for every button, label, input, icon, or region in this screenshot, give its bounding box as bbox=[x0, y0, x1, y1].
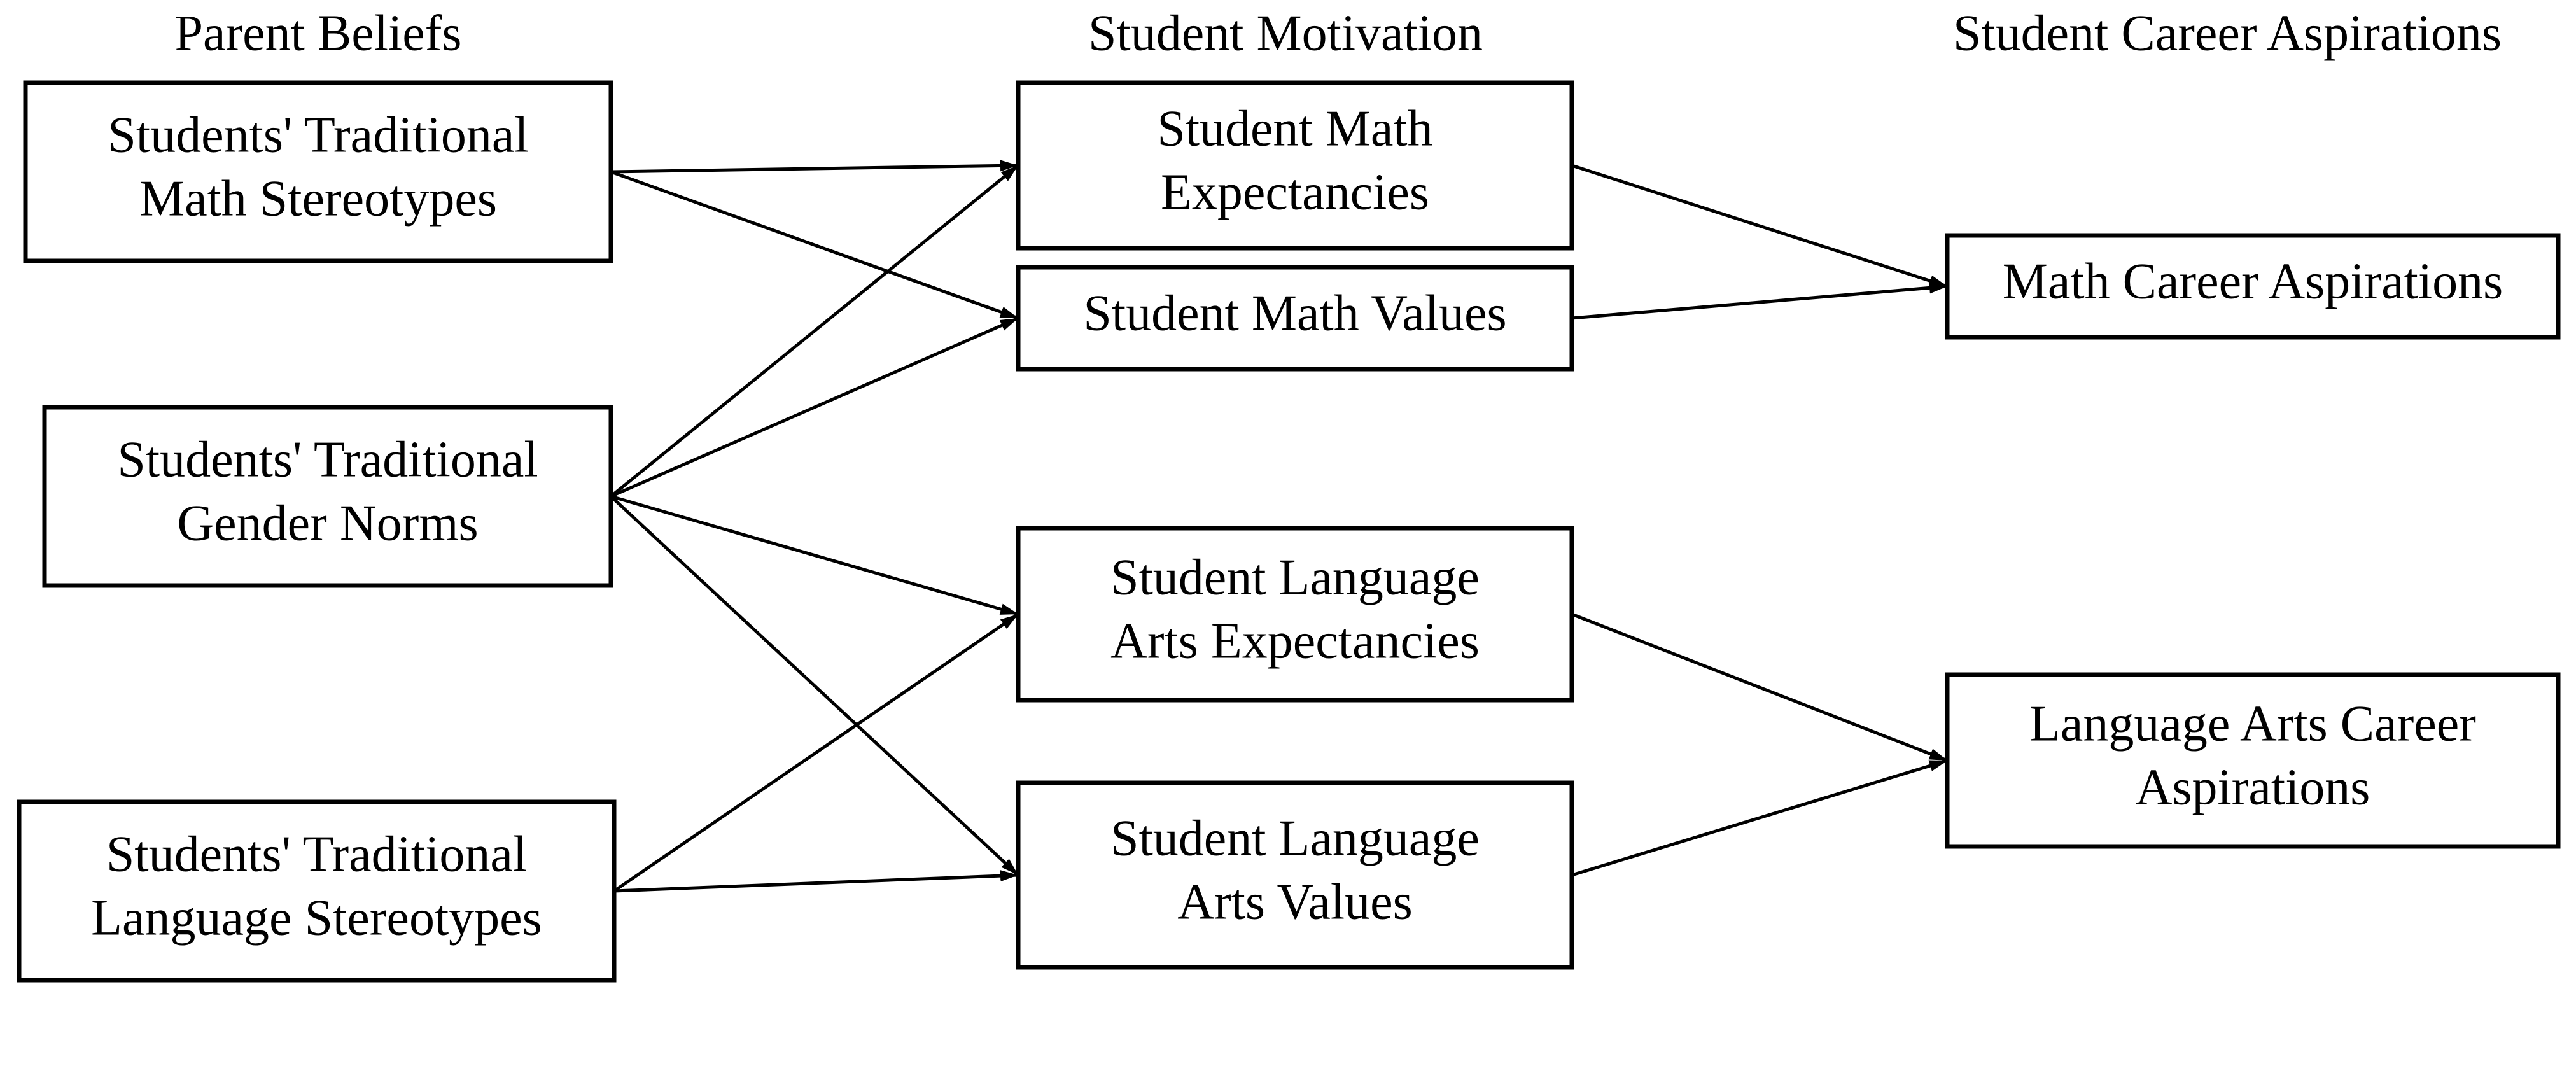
edge-e7 bbox=[614, 614, 1018, 891]
node-math-values: Student Math Values bbox=[1018, 267, 1572, 369]
edge-e4 bbox=[611, 318, 1018, 496]
node-label-math-values-line0: Student Math Values bbox=[1083, 285, 1506, 341]
node-label-math-career-line0: Math Career Aspirations bbox=[2003, 253, 2503, 309]
node-label-language-stereotypes-line1: Language Stereotypes bbox=[91, 890, 542, 946]
node-label-la-expectancies-line0: Student Language bbox=[1110, 549, 1480, 605]
node-language-stereotypes: Students' Traditional Language Stereotype… bbox=[19, 802, 614, 980]
node-gender-norms: Students' Traditional Gender Norms bbox=[45, 407, 611, 586]
edge-e9 bbox=[1572, 165, 1947, 286]
node-math-career: Math Career Aspirations bbox=[1947, 235, 2558, 337]
edge-e1 bbox=[611, 165, 1018, 172]
node-label-la-values-line0: Student Language bbox=[1110, 810, 1480, 866]
node-label-la-career-line0: Language Arts Career bbox=[2029, 696, 2476, 752]
hdr-student-motivation: Student Motivation bbox=[1088, 5, 1483, 61]
node-label-math-stereotypes-line1: Math Stereotypes bbox=[139, 171, 497, 227]
edge-e12 bbox=[1572, 761, 1947, 875]
node-label-math-expectancies-line0: Student Math bbox=[1157, 101, 1432, 157]
node-label-la-career-line1: Aspirations bbox=[2136, 759, 2370, 815]
node-label-la-values-line1: Arts Values bbox=[1177, 874, 1413, 930]
node-math-stereotypes: Students' Traditional Math Stereotypes bbox=[25, 83, 611, 261]
hdr-parent-beliefs: Parent Beliefs bbox=[175, 5, 462, 61]
hdr-career-aspirations: Student Career Aspirations bbox=[1953, 5, 2502, 61]
node-label-language-stereotypes-line0: Students' Traditional bbox=[106, 826, 527, 882]
node-la-expectancies: Student Language Arts Expectancies bbox=[1018, 528, 1572, 700]
edge-e2 bbox=[611, 172, 1018, 318]
edge-e6 bbox=[611, 496, 1018, 875]
edge-e10 bbox=[1572, 286, 1947, 318]
path-diagram: Parent Beliefs Student Motivation Student … bbox=[0, 0, 2576, 1066]
node-label-math-stereotypes-line0: Students' Traditional bbox=[108, 107, 528, 163]
node-la-career: Language Arts Career Aspirations bbox=[1947, 675, 2558, 846]
node-label-gender-norms-line0: Students' Traditional bbox=[117, 431, 538, 487]
node-label-math-expectancies-line1: Expectancies bbox=[1161, 164, 1429, 220]
node-label-la-expectancies-line1: Arts Expectancies bbox=[1110, 613, 1480, 669]
edge-e11 bbox=[1572, 614, 1947, 761]
node-la-values: Student Language Arts Values bbox=[1018, 783, 1572, 967]
node-math-expectancies: Student Math Expectancies bbox=[1018, 83, 1572, 248]
node-label-gender-norms-line1: Gender Norms bbox=[177, 495, 478, 551]
edge-e3 bbox=[611, 165, 1018, 496]
edge-e8 bbox=[614, 875, 1018, 891]
